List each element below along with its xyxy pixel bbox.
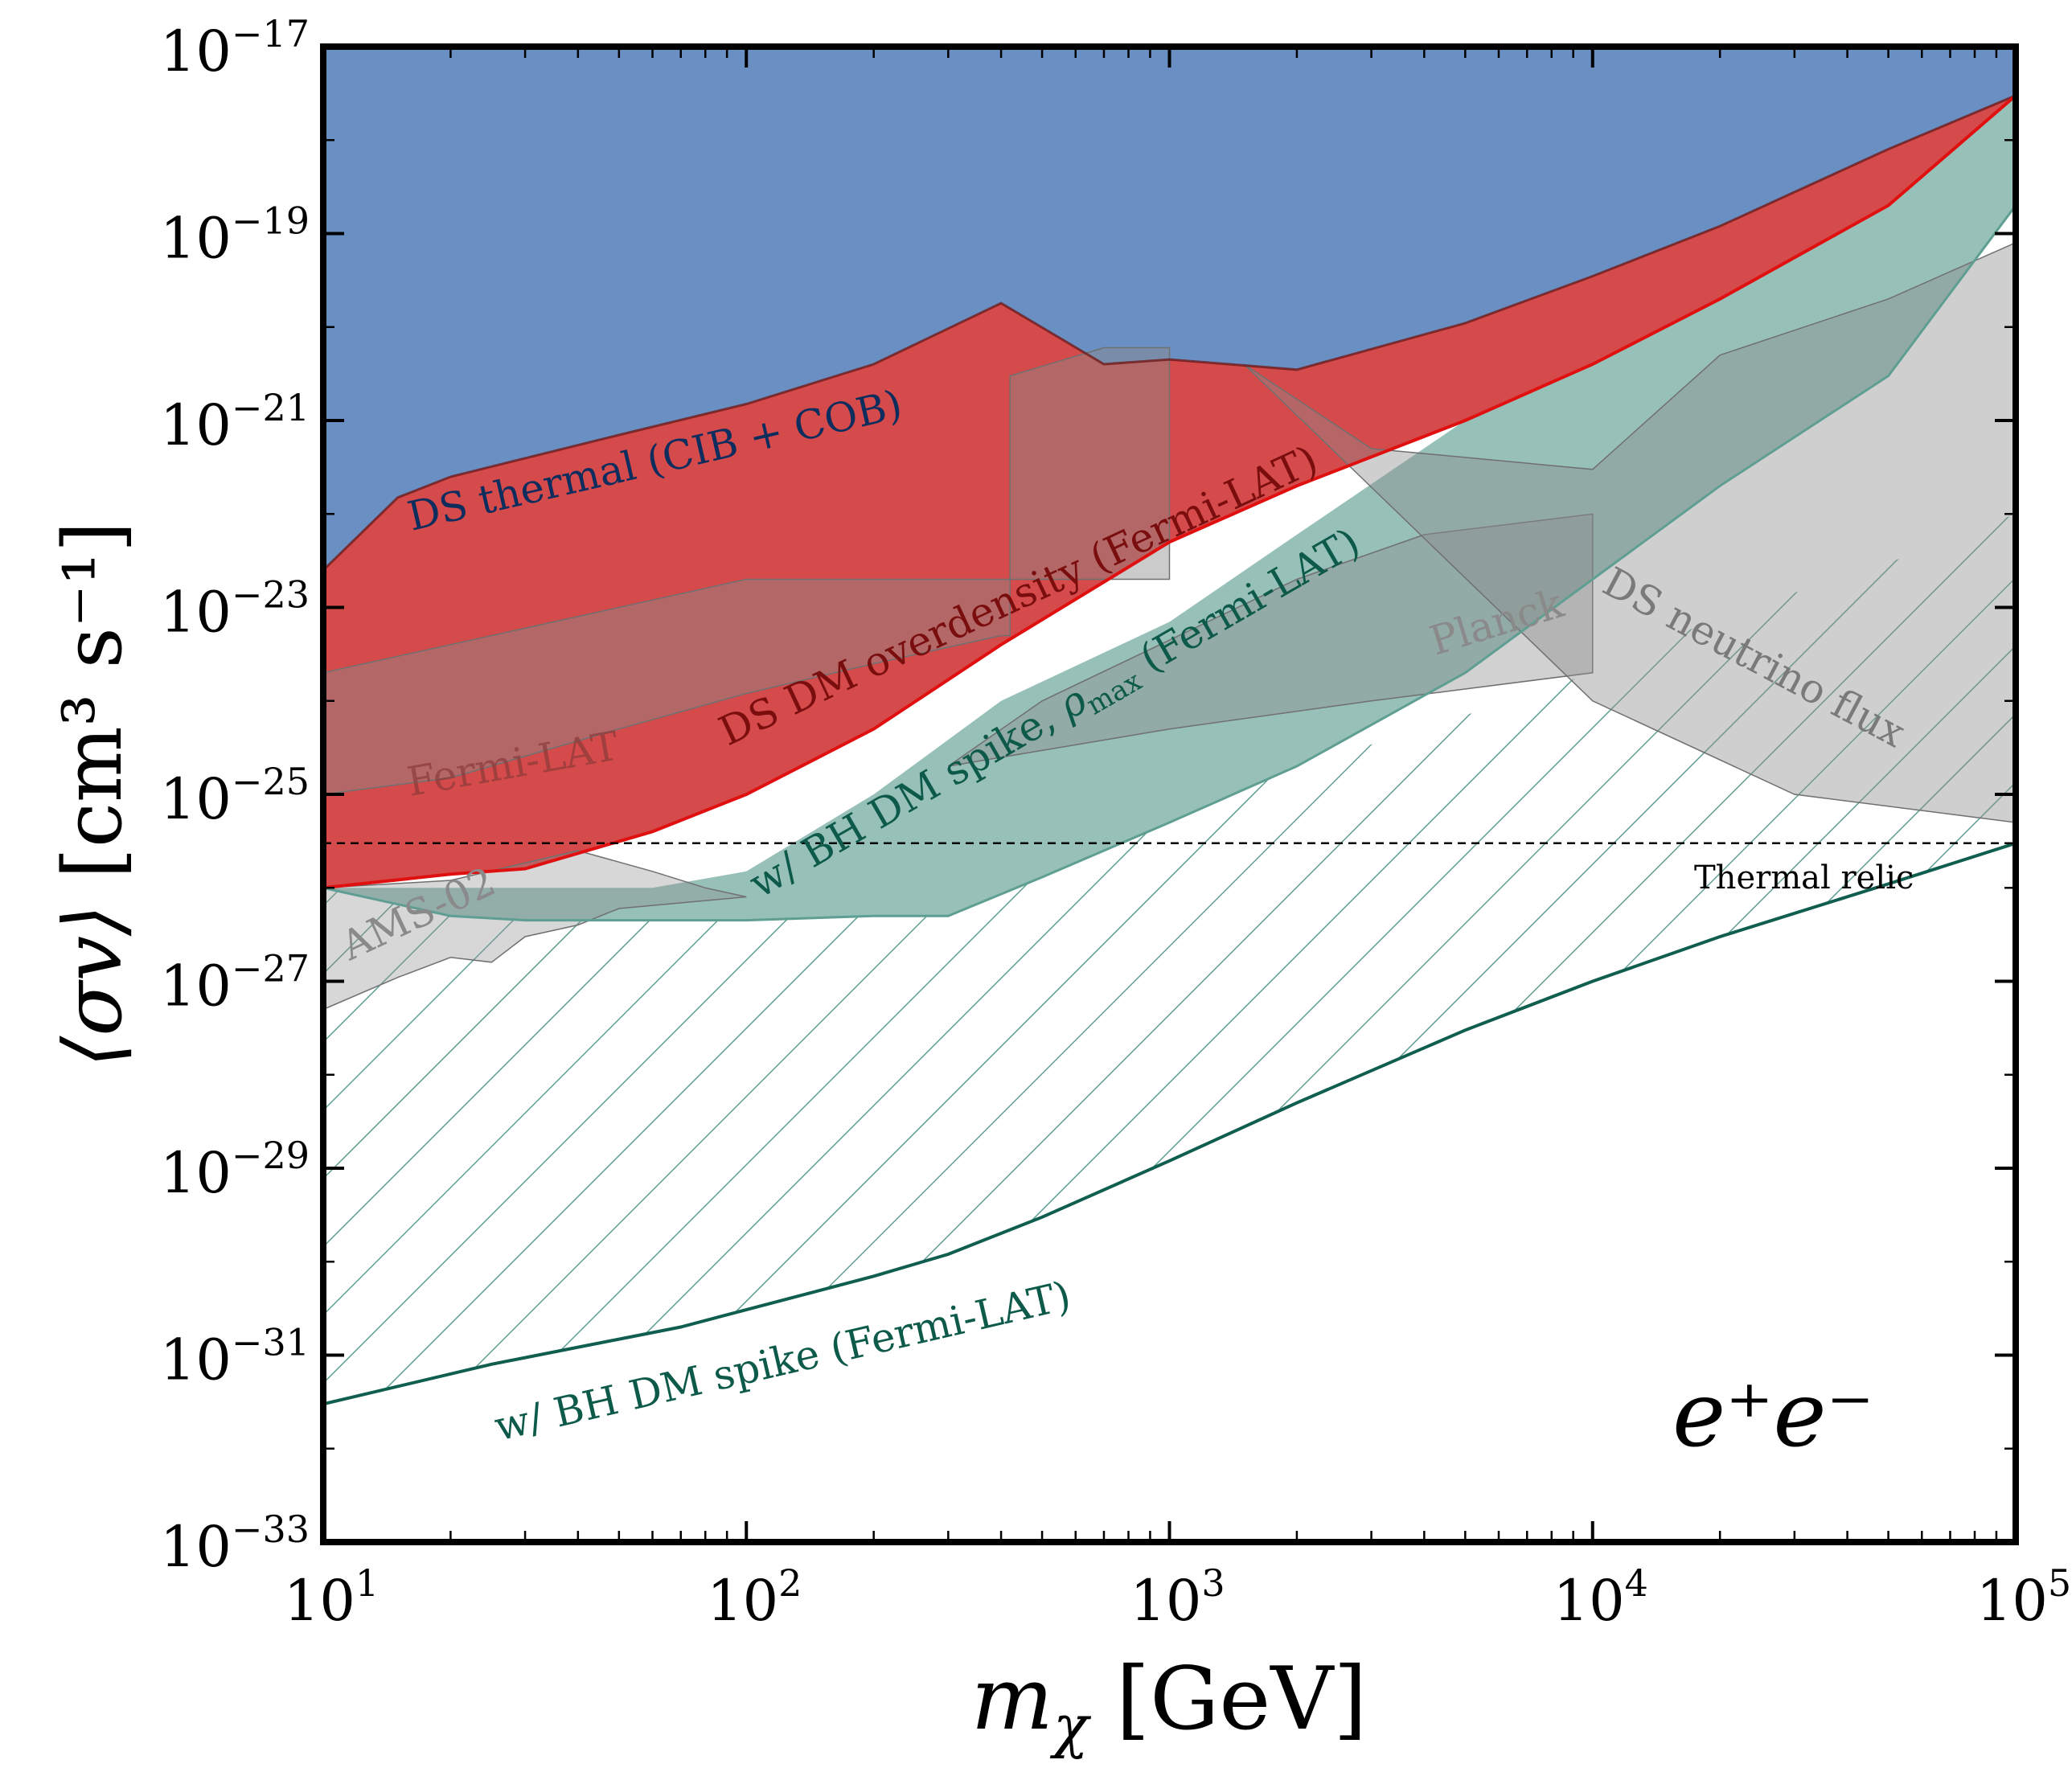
axis-tick-labels: 101 102 103 104 10510−1710−1910−2110−2310−25… [160,12,2071,1634]
overdensity-lower-line [323,94,2016,890]
y-tick-label-base: 10 [160,18,232,84]
y-tick-label-base: 10 [160,1327,232,1393]
x-tick-label-base: 10 [707,1568,778,1634]
x-axis-unit: [GeV] [1116,1649,1367,1750]
ds-thermal-boundary-line [323,94,2016,572]
y-tick-label-exponent: −31 [232,1321,310,1364]
y-axis-title: ⟨σv⟩ [cm³ s⁻¹] [46,521,140,1068]
y-axis-unit: [cm³ s⁻¹] [46,521,140,879]
fermi-lat-region [323,347,1171,795]
y-tick-label: 10−21 [160,386,310,458]
y-tick-label-base: 10 [160,580,232,646]
y-axis-space [46,879,140,905]
x-axis-var: m [971,1649,1053,1750]
y-tick-label-base: 10 [160,1514,232,1580]
channel-label: e⁺e⁻ [1672,1363,1874,1467]
y-tick-label: 10−31 [160,1321,310,1393]
y-tick-label-base: 10 [160,766,232,832]
x-tick-label-base: 10 [1976,1568,2048,1634]
y-tick-label-exponent: −23 [232,573,310,617]
y-axis-var: ⟨σv⟩ [46,905,140,1068]
plot-frame [320,43,2019,1545]
y-tick-label: 10−23 [160,573,310,646]
y-tick-label-exponent: −21 [232,386,310,429]
y-tick-label-base: 10 [160,206,232,272]
y-tick-label-exponent: −17 [232,12,310,55]
y-tick-label: 10−25 [160,760,310,832]
planck-region [947,513,1594,767]
y-tick-label-exponent: −33 [232,1508,310,1551]
x-tick-label-base: 10 [1553,1568,1625,1634]
ds-neutrino-region [1243,241,2016,823]
y-tick-label-exponent: −29 [232,1134,310,1177]
x-tick-label-base: 10 [1130,1568,1201,1634]
spike-max-region [323,95,2016,921]
y-tick-label: 10−27 [160,947,310,1019]
x-axis-sub: χ [1049,1692,1092,1760]
label-thermal-relic: Thermal relic [1694,859,1914,896]
x-tick-label-base: 10 [284,1568,355,1634]
x-tick-label-exponent: 4 [1625,1561,1648,1605]
x-tick-label: 103 [1130,1561,1225,1634]
y-tick-label: 10−17 [160,12,310,84]
x-tick-label: 105 [1976,1561,2071,1634]
x-tick-label: 104 [1553,1561,1648,1634]
y-tick-label-exponent: −25 [232,760,310,803]
ds-thermal-region [323,47,2016,571]
y-tick-label: 10−19 [160,199,310,272]
x-tick-label-exponent: 3 [1201,1561,1225,1605]
spike-hatch-region [323,514,2016,1405]
spike-max-line [323,204,2016,922]
x-axis-space [1089,1649,1116,1750]
x-tick-label: 102 [707,1561,802,1634]
y-tick-label-base: 10 [160,392,232,458]
x-tick-label-exponent: 1 [355,1561,379,1605]
x-tick-label: 101 [284,1561,379,1634]
spike-line [323,841,2016,1406]
y-tick-label-exponent: −19 [232,199,310,243]
x-tick-label-exponent: 2 [778,1561,802,1605]
y-tick-label-exponent: −27 [232,947,310,991]
y-tick-label: 10−33 [160,1508,310,1580]
ams-02-region [323,850,747,1011]
x-tick-label-exponent: 5 [2048,1561,2071,1605]
y-tick-label: 10−29 [160,1134,310,1206]
x-axis-title: mχ [GeV] [971,1649,1368,1760]
y-tick-label-base: 10 [160,1140,232,1206]
y-tick-label-base: 10 [160,954,232,1019]
